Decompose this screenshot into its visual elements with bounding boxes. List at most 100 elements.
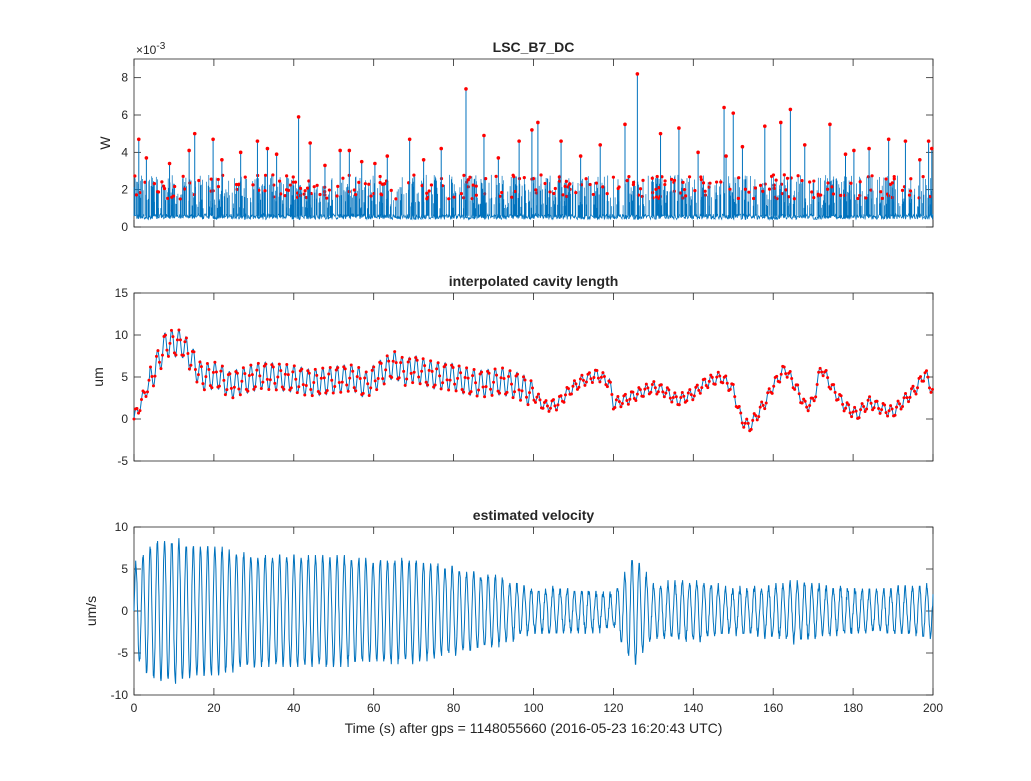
cavity-length-marker <box>778 380 782 384</box>
cavity-length-marker <box>806 409 810 413</box>
cavity-length-marker <box>890 407 894 411</box>
peak-marker <box>265 146 270 151</box>
x-tick-label: 120 <box>603 701 623 715</box>
exponent-power: -3 <box>156 41 165 52</box>
cavity-length-marker <box>373 379 377 383</box>
cavity-length-marker <box>790 376 794 380</box>
cavity-length-marker <box>346 389 350 393</box>
peak-marker <box>407 137 412 142</box>
cavity-length-marker <box>631 390 635 394</box>
cavity-length-marker <box>252 387 256 391</box>
cavity-length-marker <box>405 377 409 381</box>
cavity-length-marker <box>289 386 293 390</box>
cavity-length-marker <box>201 382 205 386</box>
cavity-length-marker <box>172 351 176 355</box>
cavity-length-marker <box>417 375 421 379</box>
cavity-length-marker <box>901 404 905 408</box>
cavity-length-marker <box>556 403 560 407</box>
peak-marker <box>772 183 776 187</box>
cavity-length-marker <box>204 375 208 379</box>
cavity-length-marker <box>797 392 801 396</box>
peak-marker <box>879 190 883 194</box>
cavity-length-marker <box>142 390 146 394</box>
cavity-length-marker <box>492 380 496 384</box>
peak-marker <box>751 196 756 201</box>
cavity-length-marker <box>782 365 786 369</box>
cavity-length-marker <box>243 372 247 376</box>
peak-marker <box>660 175 664 179</box>
cavity-length-marker <box>412 370 416 374</box>
cavity-length-marker <box>196 373 200 377</box>
peak-marker <box>623 122 627 127</box>
cavity-length-marker <box>649 390 653 394</box>
cavity-length-marker <box>925 369 929 373</box>
cavity-length-marker <box>644 382 648 386</box>
cavity-length-marker <box>737 405 741 409</box>
peak-marker <box>474 193 478 197</box>
cavity-length-marker <box>439 387 443 391</box>
cavity-length-marker <box>264 362 268 366</box>
cavity-length-marker <box>192 350 196 354</box>
cavity-length-marker <box>805 405 809 409</box>
chart-title: interpolated cavity length <box>449 273 619 289</box>
cavity-length-marker <box>697 388 701 392</box>
cavity-length-marker <box>163 333 167 337</box>
cavity-length-marker <box>307 371 311 375</box>
cavity-length-marker <box>502 376 506 380</box>
cavity-length-marker <box>766 391 770 395</box>
peak-marker <box>867 146 871 151</box>
cavity-length-marker <box>426 383 430 387</box>
peak-marker <box>558 179 562 183</box>
cavity-length-marker <box>283 372 287 376</box>
cavity-length-marker <box>536 392 540 396</box>
cavity-length-marker <box>324 391 328 395</box>
peak-marker <box>359 159 364 164</box>
cavity-length-marker <box>638 388 642 392</box>
peak-marker <box>338 148 342 153</box>
cavity-length-marker <box>493 367 497 371</box>
cavity-length-marker <box>770 391 774 395</box>
cavity-length-marker <box>815 383 819 387</box>
cavity-length-marker <box>138 409 142 413</box>
cavity-length-marker <box>650 383 654 387</box>
cavity-length-marker <box>505 390 509 394</box>
peak-marker <box>678 191 682 195</box>
cavity-length-marker <box>217 384 221 388</box>
cavity-length-marker <box>880 408 884 412</box>
cavity-length-marker <box>728 387 732 391</box>
cavity-length-marker <box>755 418 759 422</box>
x-ticks: 0 20 40 60 80 100 120 140 160 180 200 <box>131 527 943 715</box>
cavity-length-marker <box>168 341 172 345</box>
peak-marker <box>378 181 382 185</box>
x-ticks <box>133 59 934 227</box>
cavity-length-marker <box>653 386 657 390</box>
peak-marker <box>211 137 215 142</box>
cavity-length-marker <box>178 338 182 342</box>
cavity-length-marker <box>577 385 581 389</box>
cavity-length-marker <box>150 374 154 378</box>
cavity-length-marker <box>601 371 605 375</box>
cavity-length-marker <box>820 370 824 374</box>
cavity-length-marker <box>710 375 714 379</box>
cavity-length-marker <box>850 415 854 419</box>
peak-marker <box>669 177 674 181</box>
cavity-length-marker <box>610 392 614 396</box>
cavity-length-marker <box>171 335 175 339</box>
cavity-length-marker <box>466 376 470 380</box>
cavity-length-marker <box>725 381 729 385</box>
peak-marker <box>774 178 778 182</box>
cavity-length-marker <box>829 387 833 391</box>
peak-marker <box>708 181 712 185</box>
cavity-length-marker <box>525 395 529 399</box>
peak-marker <box>192 131 197 136</box>
peak-marker <box>684 194 688 198</box>
cavity-length-marker <box>174 353 178 357</box>
cavity-length-marker <box>268 378 272 382</box>
cavity-length-marker <box>477 388 481 392</box>
y-tick-label: -5 <box>117 454 128 468</box>
peak-marker <box>658 131 663 136</box>
x-tick-label: 80 <box>447 701 461 715</box>
cavity-length-marker <box>641 394 645 398</box>
cavity-length-marker <box>619 405 623 409</box>
cavity-length-marker <box>156 349 160 353</box>
